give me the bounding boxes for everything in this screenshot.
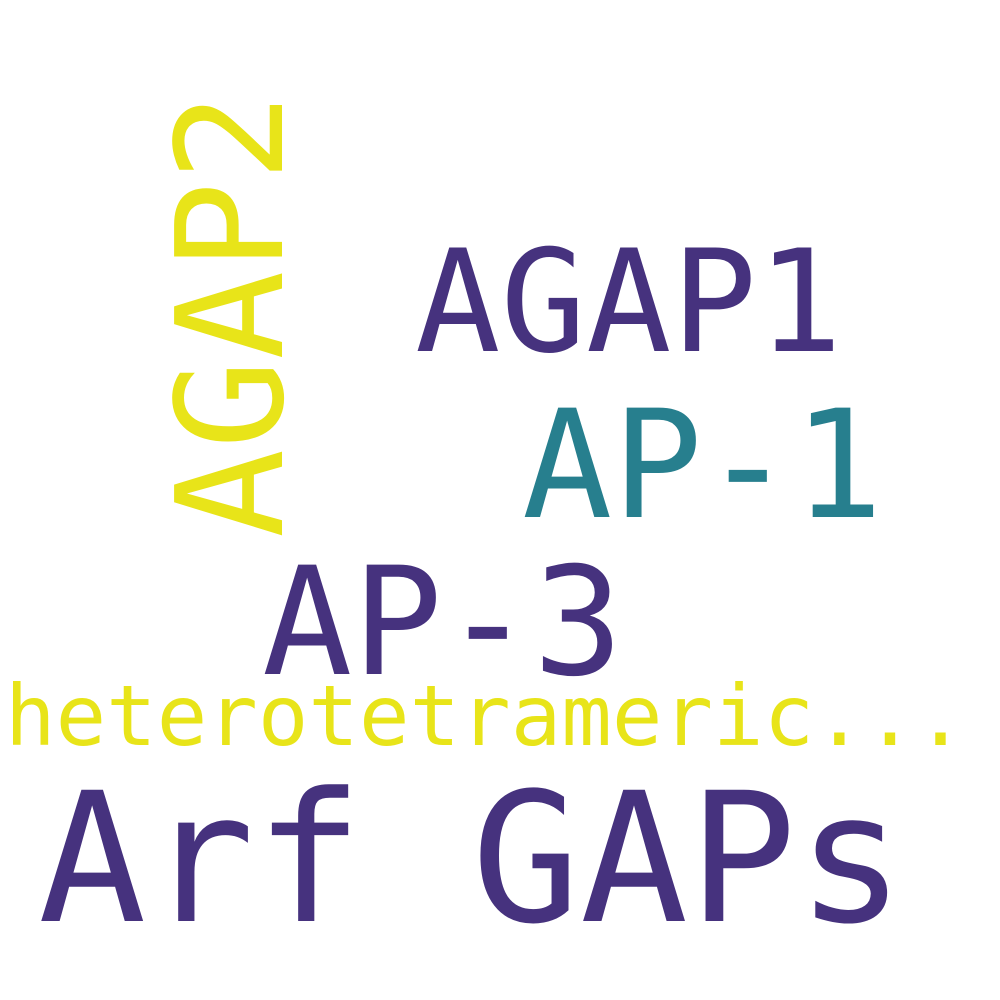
word-agap2: AGAP2: [145, 92, 317, 538]
word-agap1: AGAP1: [415, 220, 843, 385]
word-heterotetrameric: heterotetrameric...: [5, 667, 966, 765]
word-arf-gaps: Arf GAPs: [38, 755, 905, 964]
word-ap-1: AP-1: [522, 379, 884, 553]
word-ap-3: AP-3: [262, 536, 624, 710]
